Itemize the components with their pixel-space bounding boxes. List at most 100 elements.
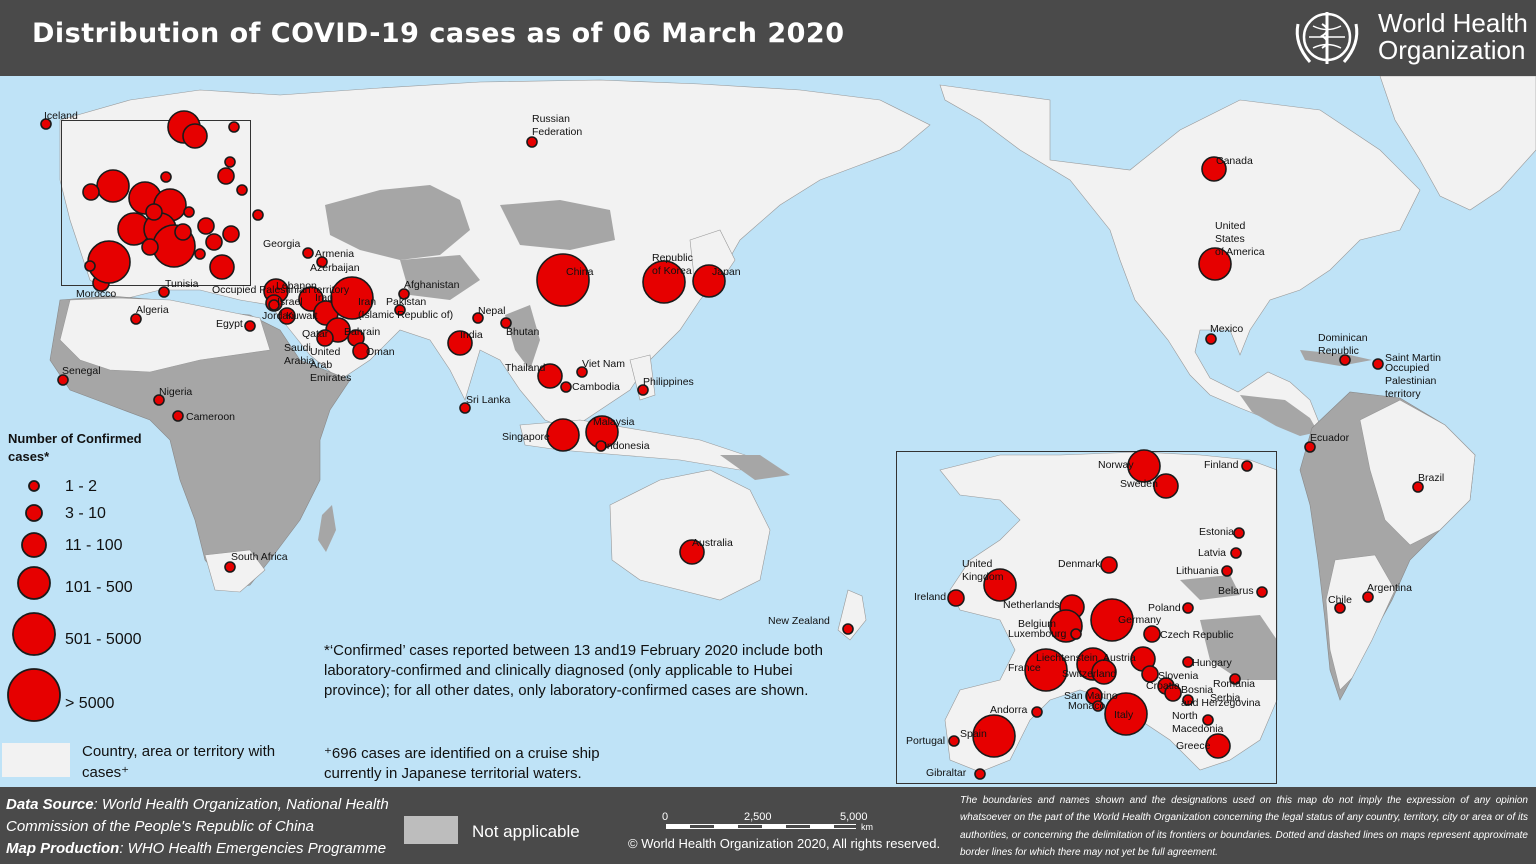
inset-label-san-marino: San Marino bbox=[1064, 690, 1118, 702]
case-marker-99 bbox=[1229, 673, 1241, 685]
inset-label-denmark: Denmark bbox=[1058, 558, 1101, 570]
label-chile: Chile bbox=[1328, 594, 1352, 606]
label-iceland: Iceland bbox=[44, 110, 78, 122]
inset-label-north-macedonia: North Macedonia bbox=[1172, 710, 1224, 735]
label-china: China bbox=[566, 266, 594, 278]
case-marker-53 bbox=[96, 169, 130, 203]
map-title: Distribution of COVID-19 cases as of 06 … bbox=[32, 18, 845, 49]
case-marker-9 bbox=[1334, 602, 1346, 614]
inset-label-norway: Norway bbox=[1098, 459, 1134, 471]
case-marker-32 bbox=[447, 330, 473, 356]
inset-label-italy: Italy bbox=[1114, 709, 1134, 721]
case-marker-31 bbox=[500, 317, 512, 329]
cruise-ship-note: ⁺696 cases are identified on a cruise sh… bbox=[324, 745, 600, 782]
inset-label-spain: Spain bbox=[960, 728, 987, 740]
label-nigeria: Nigeria bbox=[159, 386, 193, 398]
land-kazakhstan bbox=[325, 185, 470, 260]
case-marker-47 bbox=[153, 394, 165, 406]
land-australia bbox=[609, 469, 771, 601]
case-marker-68 bbox=[205, 233, 223, 251]
case-marker-4 bbox=[1205, 333, 1217, 345]
confirmed-cases-note: *‘Confirmed’ cases reported between 13 a… bbox=[324, 642, 823, 699]
inset-label-belgium: Belgium bbox=[1018, 618, 1056, 630]
case-marker-19 bbox=[268, 299, 280, 311]
case-marker-3 bbox=[1198, 247, 1232, 281]
case-marker-5 bbox=[1339, 354, 1351, 366]
case-marker-20 bbox=[244, 320, 256, 332]
label-viet-nam: Viet Nam bbox=[582, 358, 625, 370]
land-philippines bbox=[629, 354, 656, 401]
inset-label-latvia: Latvia bbox=[1198, 547, 1227, 559]
case-marker-84 bbox=[983, 568, 1017, 602]
inset-label-switzerland: Switzerland bbox=[1062, 668, 1117, 680]
case-marker-109 bbox=[1205, 733, 1231, 759]
inset-label-hungary: Hungary bbox=[1192, 657, 1232, 669]
land-caribbean bbox=[1300, 350, 1372, 366]
case-marker-8 bbox=[1412, 481, 1424, 493]
applicable-swatch bbox=[2, 743, 70, 777]
case-marker-33 bbox=[459, 402, 471, 414]
label-cambodia: Cambodia bbox=[572, 381, 620, 393]
case-marker-82 bbox=[1100, 556, 1118, 574]
case-marker-26 bbox=[352, 342, 370, 360]
case-marker-56 bbox=[217, 167, 235, 185]
inset-label-romania: Romania bbox=[1213, 678, 1256, 690]
case-marker-96 bbox=[1091, 659, 1117, 685]
map-production-label: Map Production bbox=[6, 840, 120, 857]
case-marker-12 bbox=[316, 256, 328, 268]
land-chile-argentina bbox=[1325, 554, 1396, 691]
case-marker-85 bbox=[947, 589, 965, 607]
case-marker-71 bbox=[145, 203, 163, 221]
legend-label-2: 3 - 10 bbox=[65, 505, 106, 522]
inset-label-germany: Germany bbox=[1118, 614, 1162, 626]
label-australia: Australia bbox=[692, 537, 733, 549]
case-marker-0 bbox=[40, 118, 52, 130]
case-marker-40 bbox=[637, 384, 649, 396]
label-sri-lanka: Sri Lanka bbox=[466, 394, 511, 406]
label-morocco: Morocco bbox=[76, 288, 117, 300]
data-source-credit: Data Source: World Health Organization, … bbox=[6, 794, 406, 860]
legend-symbol-5 bbox=[12, 612, 56, 656]
land-south-africa bbox=[204, 549, 266, 593]
case-marker-54 bbox=[82, 183, 100, 201]
case-marker-66 bbox=[183, 206, 195, 218]
land-madagascar bbox=[318, 505, 336, 552]
case-marker-21 bbox=[278, 307, 296, 325]
case-marker-39 bbox=[560, 381, 572, 393]
who-name-line1: World Health bbox=[1378, 8, 1528, 38]
label-afghanistan: Afghanistan bbox=[404, 279, 460, 291]
land-central-asia bbox=[400, 255, 480, 300]
case-marker-75 bbox=[222, 225, 240, 243]
label-tunisia: Tunisia bbox=[165, 278, 199, 290]
case-marker-79 bbox=[1233, 527, 1245, 539]
not-applicable-swatch bbox=[404, 816, 458, 844]
label-argentina: Argentina bbox=[1367, 582, 1412, 594]
case-marker-2 bbox=[1201, 156, 1227, 182]
case-marker-42 bbox=[546, 418, 580, 452]
case-marker-94 bbox=[1182, 656, 1194, 668]
case-marker-73 bbox=[194, 248, 206, 260]
who-name-line2: Organization bbox=[1378, 35, 1526, 65]
case-marker-36 bbox=[692, 264, 726, 298]
header-bar: Distribution of COVID-19 cases as of 06 … bbox=[0, 0, 1536, 76]
label-dominican-republic: Dominican Republic bbox=[1318, 332, 1368, 357]
label-algeria: Algeria bbox=[136, 304, 169, 316]
case-marker-24 bbox=[316, 329, 334, 347]
case-marker-87 bbox=[1182, 602, 1194, 614]
label-republic-of-korea: Republic of Korea bbox=[652, 252, 693, 277]
label-georgia: Georgia bbox=[263, 238, 301, 250]
legend-label-6: > 5000 bbox=[65, 695, 115, 712]
inset-label-united-kingdom: United Kingdom bbox=[962, 558, 1004, 583]
land-north-america bbox=[939, 84, 1421, 433]
case-marker-52 bbox=[228, 121, 240, 133]
label-nepal: Nepal bbox=[478, 305, 506, 317]
label-philippines: Philippines bbox=[643, 376, 694, 388]
label-oman: Oman bbox=[366, 346, 395, 358]
not-applicable-label: Not applicable bbox=[472, 822, 580, 841]
case-marker-80 bbox=[1230, 547, 1242, 559]
inset-label-andorra: Andorra bbox=[990, 704, 1028, 716]
label-iraq: Iraq bbox=[315, 292, 334, 304]
legend-label-5: 501 - 5000 bbox=[65, 631, 142, 648]
case-marker-15 bbox=[130, 313, 142, 325]
who-emblem-icon bbox=[1295, 12, 1359, 64]
